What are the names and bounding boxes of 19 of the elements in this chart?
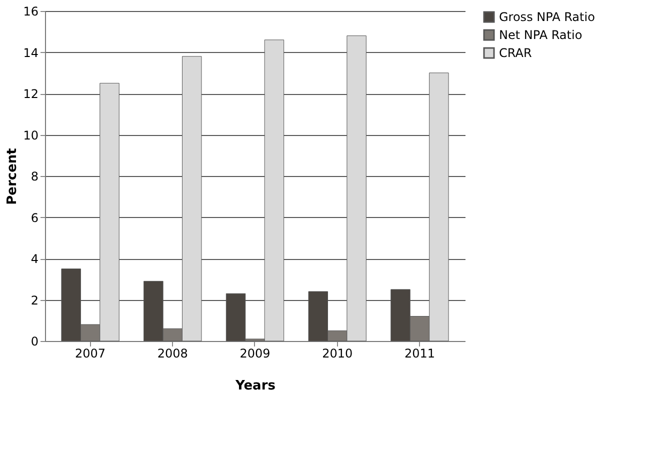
y-tick-label: 8 [30, 170, 38, 184]
x-tick-label: 2009 [240, 346, 270, 360]
y-tick-label: 14 [23, 46, 38, 60]
y-tick-label: 4 [30, 252, 38, 266]
y-tick-label: 0 [30, 334, 38, 348]
y-tick-label: 2 [30, 293, 38, 308]
y-axis-title: Percent [5, 148, 20, 205]
x-tick-label: 2010 [322, 346, 353, 360]
legend-label: Gross NPA Ratio [499, 10, 595, 24]
legend-label: CRAR [499, 46, 532, 60]
y-tick-label: 6 [30, 210, 38, 225]
legend-label: Net NPA Ratio [499, 28, 582, 42]
x-axis-title: Years [234, 378, 276, 394]
y-tick-label: 10 [23, 128, 38, 142]
x-tick-label: 2008 [157, 346, 188, 360]
x-tick-label: 2011 [404, 346, 435, 360]
x-tick-label: 2007 [75, 346, 106, 360]
y-tick-label: 16 [23, 4, 38, 18]
y-tick-label: 12 [23, 87, 38, 101]
